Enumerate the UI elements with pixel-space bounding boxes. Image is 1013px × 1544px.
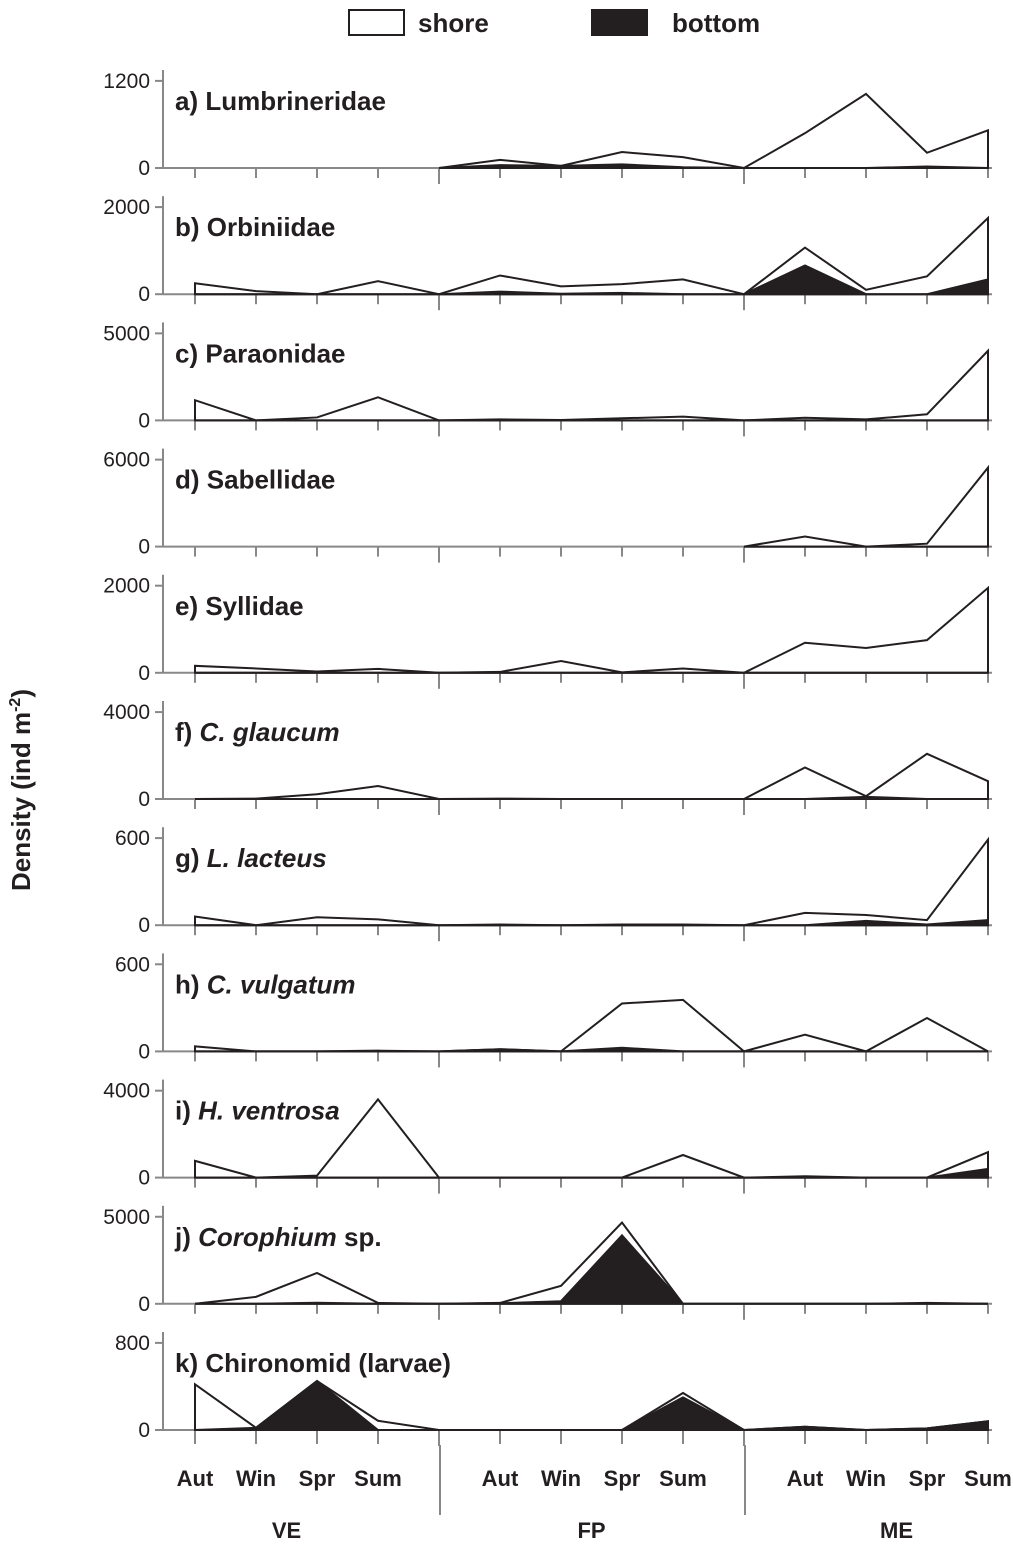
x-tick-label: Win: [846, 1466, 886, 1491]
y-tick-label: 0: [138, 157, 150, 180]
panel-title: c) Paraonidae: [175, 338, 346, 368]
x-tick-label: Aut: [787, 1466, 824, 1491]
y-tick-label: 0: [138, 662, 150, 685]
y-tick-label: 0: [138, 1293, 150, 1316]
title-part: H. ventrosa: [198, 1096, 340, 1126]
x-tick-label: Spr: [909, 1466, 946, 1491]
x-tick-label: Win: [541, 1466, 581, 1491]
title-part: g): [175, 843, 207, 873]
bottom-area: [194, 1379, 989, 1432]
x-tick-label: Sum: [964, 1466, 1012, 1491]
title-part: e) Syllidae: [175, 591, 304, 621]
group-label: VE: [272, 1518, 301, 1543]
y-tick-label: 600: [115, 953, 150, 976]
title-part: sp.: [337, 1222, 382, 1252]
y-tick-label: 0: [138, 283, 150, 306]
y-tick-label: 6000: [103, 449, 150, 472]
shore-area: [438, 92, 989, 170]
x-tick-label: Sum: [659, 1466, 707, 1491]
panel-title: i) H. ventrosa: [175, 1096, 340, 1126]
y-tick-label: 2000: [103, 575, 150, 598]
y-tick-label: 2000: [103, 196, 150, 219]
panel-title: j) Corophium sp.: [174, 1222, 382, 1252]
title-part: i): [175, 1096, 198, 1126]
title-part: d) Sabellidae: [175, 465, 335, 495]
x-tick-label: Aut: [482, 1466, 519, 1491]
title-part: a) Lumbrineridae: [175, 86, 386, 116]
panel-title: b) Orbiniidae: [175, 212, 335, 242]
y-tick-label: 0: [138, 409, 150, 432]
y-tick-label: 5000: [103, 322, 150, 345]
title-part: f): [175, 717, 200, 747]
shore-area: [194, 585, 989, 674]
bottom-area: [195, 1167, 989, 1179]
panel-title: f) C. glaucum: [175, 717, 340, 747]
shore-area: [194, 998, 989, 1053]
x-tick-label: Spr: [604, 1466, 641, 1491]
panel-title: e) Syllidae: [175, 591, 304, 621]
y-axis-label: Density (ind m-2): [6, 689, 36, 891]
bottom-area: [195, 795, 988, 800]
y-tick-label: 1200: [103, 70, 150, 93]
shore-area: [743, 464, 989, 548]
group-label: ME: [880, 1518, 913, 1543]
group-label: FP: [577, 1518, 605, 1543]
title-part: C. vulgatum: [207, 969, 356, 999]
panel-title: h) C. vulgatum: [175, 969, 356, 999]
title-part: h): [175, 969, 207, 999]
y-tick-label: 800: [115, 1332, 150, 1355]
legend-label: shore: [418, 8, 489, 38]
panel-title: a) Lumbrineridae: [175, 86, 386, 116]
y-tick-label: 0: [138, 1167, 150, 1190]
title-part: Corophium: [198, 1222, 337, 1252]
shore-area: [194, 348, 989, 422]
y-tick-label: 0: [138, 788, 150, 811]
title-part: C. glaucum: [200, 717, 340, 747]
legend-swatch: [591, 9, 648, 36]
bottom-area: [195, 919, 989, 927]
title-part: j): [174, 1222, 198, 1252]
panel-title: k) Chironomid (larvae): [175, 1348, 451, 1378]
y-tick-label: 0: [138, 1419, 150, 1442]
y-tick-label: 0: [138, 1040, 150, 1063]
x-tick-label: Spr: [299, 1466, 336, 1491]
x-tick-label: Win: [236, 1466, 276, 1491]
shore-area: [194, 752, 989, 801]
y-tick-label: 600: [115, 827, 150, 850]
x-tick-label: Aut: [177, 1466, 214, 1491]
y-tick-label: 5000: [103, 1206, 150, 1229]
bottom-area: [195, 1233, 988, 1305]
title-part: c) Paraonidae: [175, 338, 346, 368]
y-tick-label: 4000: [103, 1080, 150, 1103]
legend-swatch: [348, 9, 405, 36]
x-tick-label: Sum: [354, 1466, 402, 1491]
bottom-area: [195, 264, 989, 296]
legend-label: bottom: [672, 8, 760, 38]
bottom-area: [438, 163, 989, 169]
title-part: L. lacteus: [207, 843, 327, 873]
y-tick-label: 4000: [103, 701, 150, 724]
panel-title: g) L. lacteus: [175, 843, 327, 873]
title-part: b) Orbiniidae: [175, 212, 335, 242]
title-part: k) Chironomid (larvae): [175, 1348, 451, 1378]
y-tick-label: 0: [138, 914, 150, 937]
y-tick-label: 0: [138, 536, 150, 559]
bottom-area: [195, 1046, 988, 1053]
panel-title: d) Sabellidae: [175, 465, 335, 495]
